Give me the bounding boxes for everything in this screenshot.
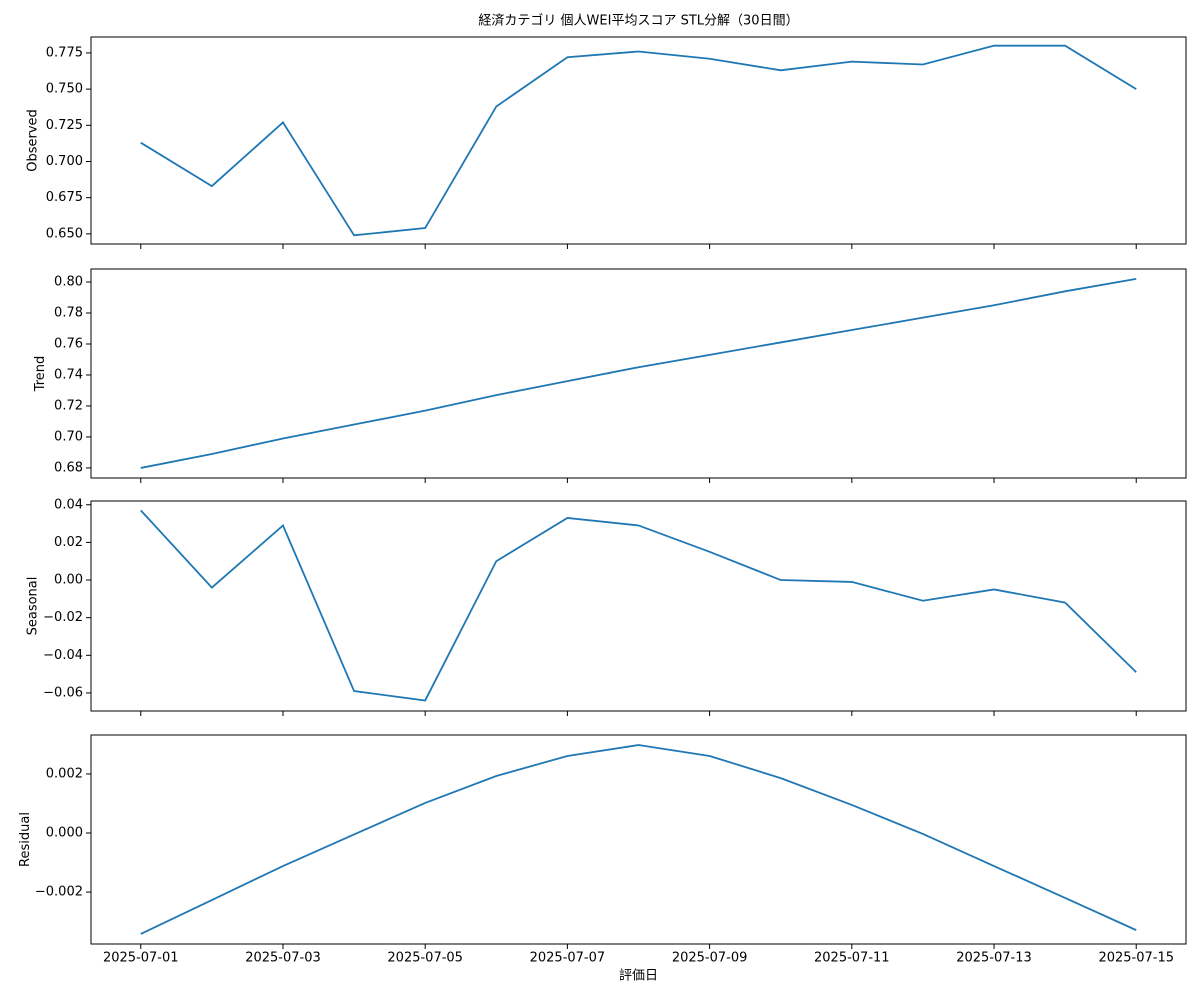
y-tick-label: 0.002	[46, 766, 83, 781]
data-line	[140, 44, 1137, 237]
y-tick-label: 0.775	[46, 45, 83, 60]
y-tick-label: 0.72	[54, 398, 83, 413]
x-tick-label: 2025-07-15	[1098, 951, 1174, 966]
data-line	[140, 744, 1137, 935]
y-tick-label: 0.68	[54, 460, 83, 475]
y-tick-label: 0.74	[54, 367, 83, 382]
y-tick-label: 0.650	[46, 226, 83, 241]
y-tick-label: 0.76	[54, 336, 83, 351]
y-tick-label: 0.750	[46, 82, 83, 97]
y-tick-label: 0.78	[54, 306, 83, 321]
y-tick-label: 0.80	[54, 275, 83, 290]
plot-frame	[90, 734, 1187, 945]
x-tick-label: 2025-07-01	[103, 951, 179, 966]
x-tick-label: 2025-07-07	[530, 951, 606, 966]
y-axis-label: Seasonal	[26, 577, 41, 636]
chart-title: 経済カテゴリ 個人WEI平均スコア STL分解（30日間）	[478, 13, 798, 29]
y-tick-label: 0.00	[54, 573, 83, 588]
y-tick-label: 0.000	[46, 826, 83, 841]
plot-frame	[90, 268, 1187, 479]
plot-frame	[90, 500, 1187, 712]
x-tick-label: 2025-07-05	[387, 951, 463, 966]
y-tick-label: 0.70	[54, 429, 83, 444]
y-tick-label: −0.02	[43, 610, 83, 625]
y-tick-label: 0.04	[54, 497, 83, 512]
x-tick-label: 2025-07-11	[814, 951, 890, 966]
y-tick-label: −0.002	[35, 885, 83, 900]
x-tick-label: 2025-07-03	[245, 951, 321, 966]
y-axis-label: Observed	[26, 109, 41, 172]
y-tick-label: 0.725	[46, 118, 83, 133]
data-line	[140, 509, 1137, 702]
y-axis-label: Residual	[18, 812, 33, 867]
data-line	[140, 278, 1137, 469]
y-tick-label: 0.675	[46, 190, 83, 205]
y-tick-label: 0.700	[46, 154, 83, 169]
x-axis-label: 評価日	[619, 969, 658, 984]
x-tick-label: 2025-07-09	[672, 951, 748, 966]
y-tick-label: −0.04	[43, 648, 83, 663]
y-axis-label: Trend	[33, 356, 48, 393]
plot-frame	[90, 36, 1187, 245]
y-tick-label: 0.02	[54, 535, 83, 550]
y-tick-label: −0.06	[43, 685, 83, 700]
x-tick-label: 2025-07-13	[956, 951, 1032, 966]
